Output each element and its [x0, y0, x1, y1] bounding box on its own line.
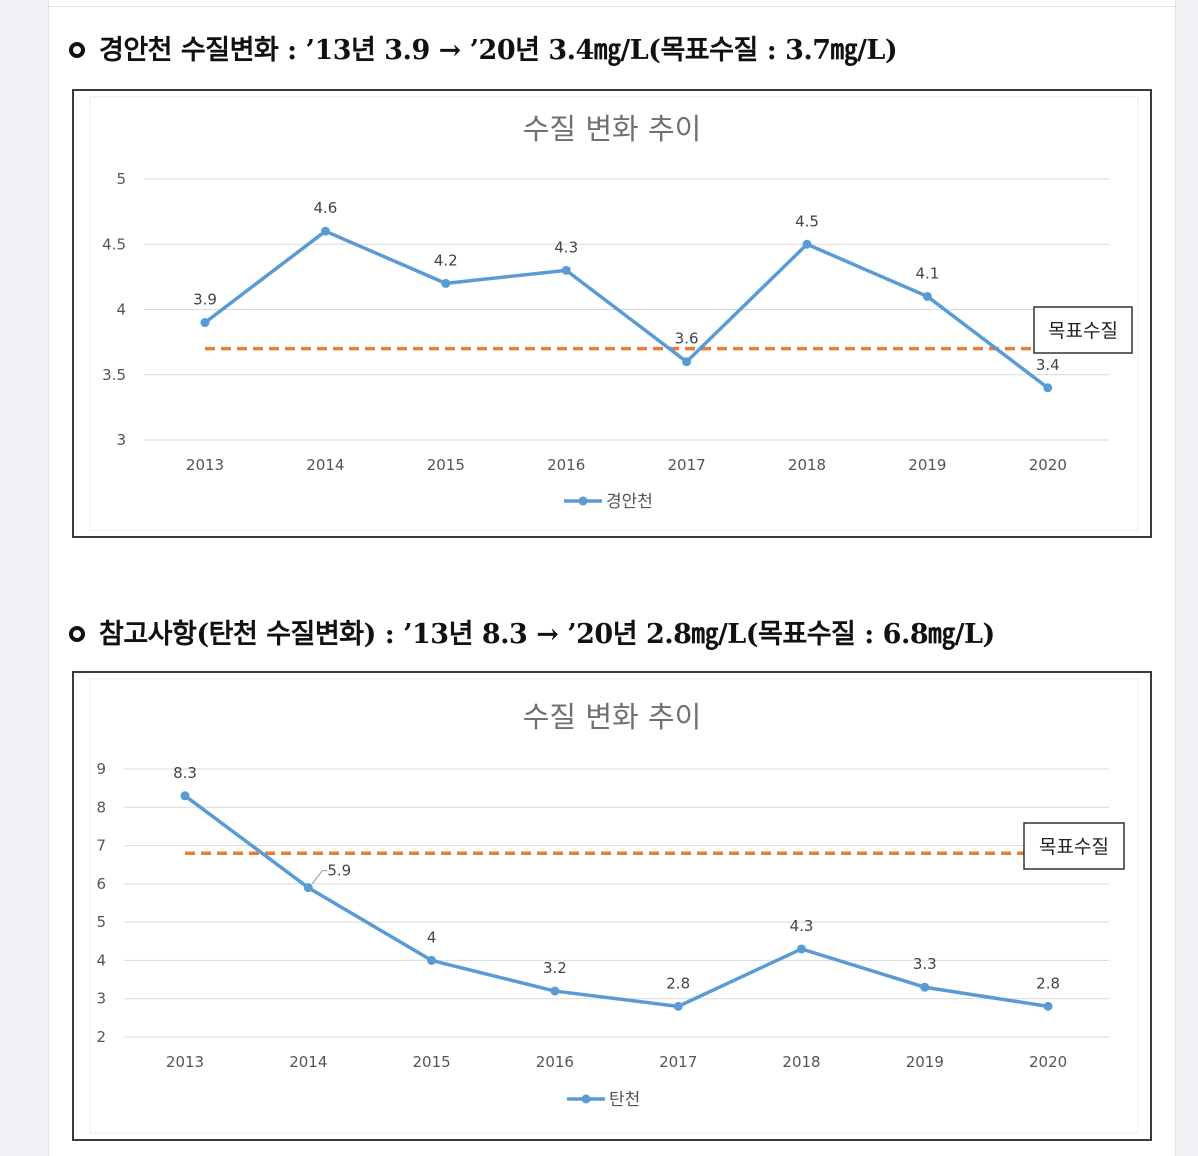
data-point — [180, 791, 190, 801]
x-tick-label: 2013 — [166, 1053, 204, 1071]
data-label: 3.6 — [675, 330, 699, 348]
legend-marker — [581, 1094, 591, 1104]
data-label: 3.9 — [193, 291, 217, 309]
target-label: 목표수질 — [1039, 836, 1109, 858]
x-tick-label: 2014 — [306, 456, 344, 474]
legend-label: 경안천 — [606, 492, 653, 512]
chart-area-frame — [89, 678, 1139, 1134]
x-tick-label: 2020 — [1029, 1053, 1067, 1071]
x-tick-label: 2016 — [536, 1053, 574, 1071]
y-tick-label: 5 — [96, 913, 106, 931]
section-heading-gyeongan: 경안천 수질변화 : ’13년 3.9 → ’20년 3.4㎎/L(목표수질 :… — [69, 28, 898, 67]
y-tick-label: 6 — [96, 875, 106, 893]
chart-tancheon: 수질 변화 추이 2 3 4 5 6 7 8 9 2013 2014 2015 2016 2017 2018… — [72, 671, 1152, 1141]
series-line — [203, 229, 1049, 390]
chart-gyeongan: 수질 변화 추이 3 3.5 4 4.5 5 2013 2014 2015 2016 2017 201… — [72, 89, 1152, 538]
data-label: 4.5 — [795, 212, 819, 230]
data-point — [1043, 383, 1053, 393]
data-point — [682, 357, 692, 367]
data-point — [1043, 1001, 1053, 1011]
data-point — [797, 944, 806, 954]
data-point — [920, 982, 930, 992]
y-tick-label: 7 — [96, 837, 106, 855]
target-label-box — [1023, 822, 1125, 870]
target-label-box — [1033, 306, 1133, 354]
data-point — [561, 265, 571, 275]
chart-tancheon-svg: 수질 변화 추이 2 3 4 5 6 7 8 9 2013 2014 2015 2016 2017 2018… — [89, 678, 1139, 1134]
data-point — [441, 278, 451, 288]
y-tick-label: 2 — [96, 1028, 106, 1046]
y-tick-label: 5 — [116, 170, 126, 188]
data-label: 4.6 — [313, 199, 337, 217]
x-tick-label: 2020 — [1029, 456, 1067, 474]
x-tick-label: 2016 — [547, 456, 585, 474]
data-label: 4.3 — [790, 917, 814, 935]
x-tick-label: 2017 — [659, 1053, 697, 1071]
chart-title: 수질 변화 추이 — [523, 700, 702, 734]
data-label: 2.8 — [666, 974, 690, 992]
section-heading-text: 참고사항(탄천 수질변화) : ’13년 8.3 → ’20년 2.8㎎/L(목… — [99, 619, 995, 650]
data-point — [320, 226, 330, 236]
data-label: 4.2 — [434, 251, 458, 269]
data-point — [550, 986, 560, 996]
circle-bullet-icon — [69, 626, 85, 642]
x-tick-label: 2014 — [289, 1053, 327, 1071]
x-tick-label: 2018 — [788, 456, 826, 474]
data-label: 5.9 — [327, 862, 351, 880]
data-label: 2.8 — [1036, 974, 1060, 992]
data-point — [303, 883, 313, 893]
x-tick-label: 2015 — [427, 456, 465, 474]
data-point — [802, 239, 812, 249]
data-point — [200, 318, 210, 328]
y-tick-label: 4 — [116, 301, 126, 319]
y-tick-label: 8 — [96, 798, 106, 816]
data-label: 4.3 — [554, 238, 578, 256]
legend-marker — [578, 496, 588, 506]
x-tick-label: 2019 — [906, 1053, 944, 1071]
x-tick-label: 2018 — [782, 1053, 820, 1071]
y-tick-label: 3 — [116, 431, 126, 449]
document-page: 경안천 수질변화 : ’13년 3.9 → ’20년 3.4㎎/L(목표수질 :… — [48, 0, 1176, 1156]
chart-area-frame — [89, 96, 1139, 531]
data-point — [427, 955, 437, 965]
x-tick-label: 2013 — [186, 456, 224, 474]
data-label: 8.3 — [173, 764, 197, 782]
x-tick-label: 2015 — [413, 1053, 451, 1071]
data-point — [922, 291, 932, 301]
section-heading-text: 경안천 수질변화 : ’13년 3.9 → ’20년 3.4㎎/L(목표수질 :… — [99, 35, 898, 66]
y-tick-label: 3 — [96, 990, 106, 1008]
legend-label: 탄천 — [609, 1090, 640, 1110]
data-label-leader — [311, 870, 328, 884]
data-label: 4.1 — [915, 264, 939, 282]
y-tick-label: 4 — [96, 951, 106, 969]
data-label: 3.4 — [1036, 356, 1060, 374]
series-line — [183, 794, 1049, 1009]
chart-gyeongan-svg: 수질 변화 추이 3 3.5 4 4.5 5 2013 2014 2015 2016 2017 201… — [89, 96, 1139, 531]
data-point — [673, 1001, 683, 1011]
circle-bullet-icon — [69, 42, 85, 58]
x-tick-label: 2019 — [908, 456, 946, 474]
section-heading-tancheon: 참고사항(탄천 수질변화) : ’13년 8.3 → ’20년 2.8㎎/L(목… — [69, 612, 995, 651]
data-label: 4 — [427, 928, 437, 946]
y-tick-label: 3.5 — [102, 366, 126, 384]
y-tick-label: 4.5 — [102, 235, 126, 253]
target-label: 목표수질 — [1048, 320, 1118, 342]
x-tick-label: 2017 — [668, 456, 706, 474]
y-tick-label: 9 — [96, 760, 106, 778]
data-label: 3.2 — [543, 959, 567, 977]
data-label: 3.3 — [913, 955, 937, 973]
chart-title: 수질 변화 추이 — [523, 112, 702, 146]
